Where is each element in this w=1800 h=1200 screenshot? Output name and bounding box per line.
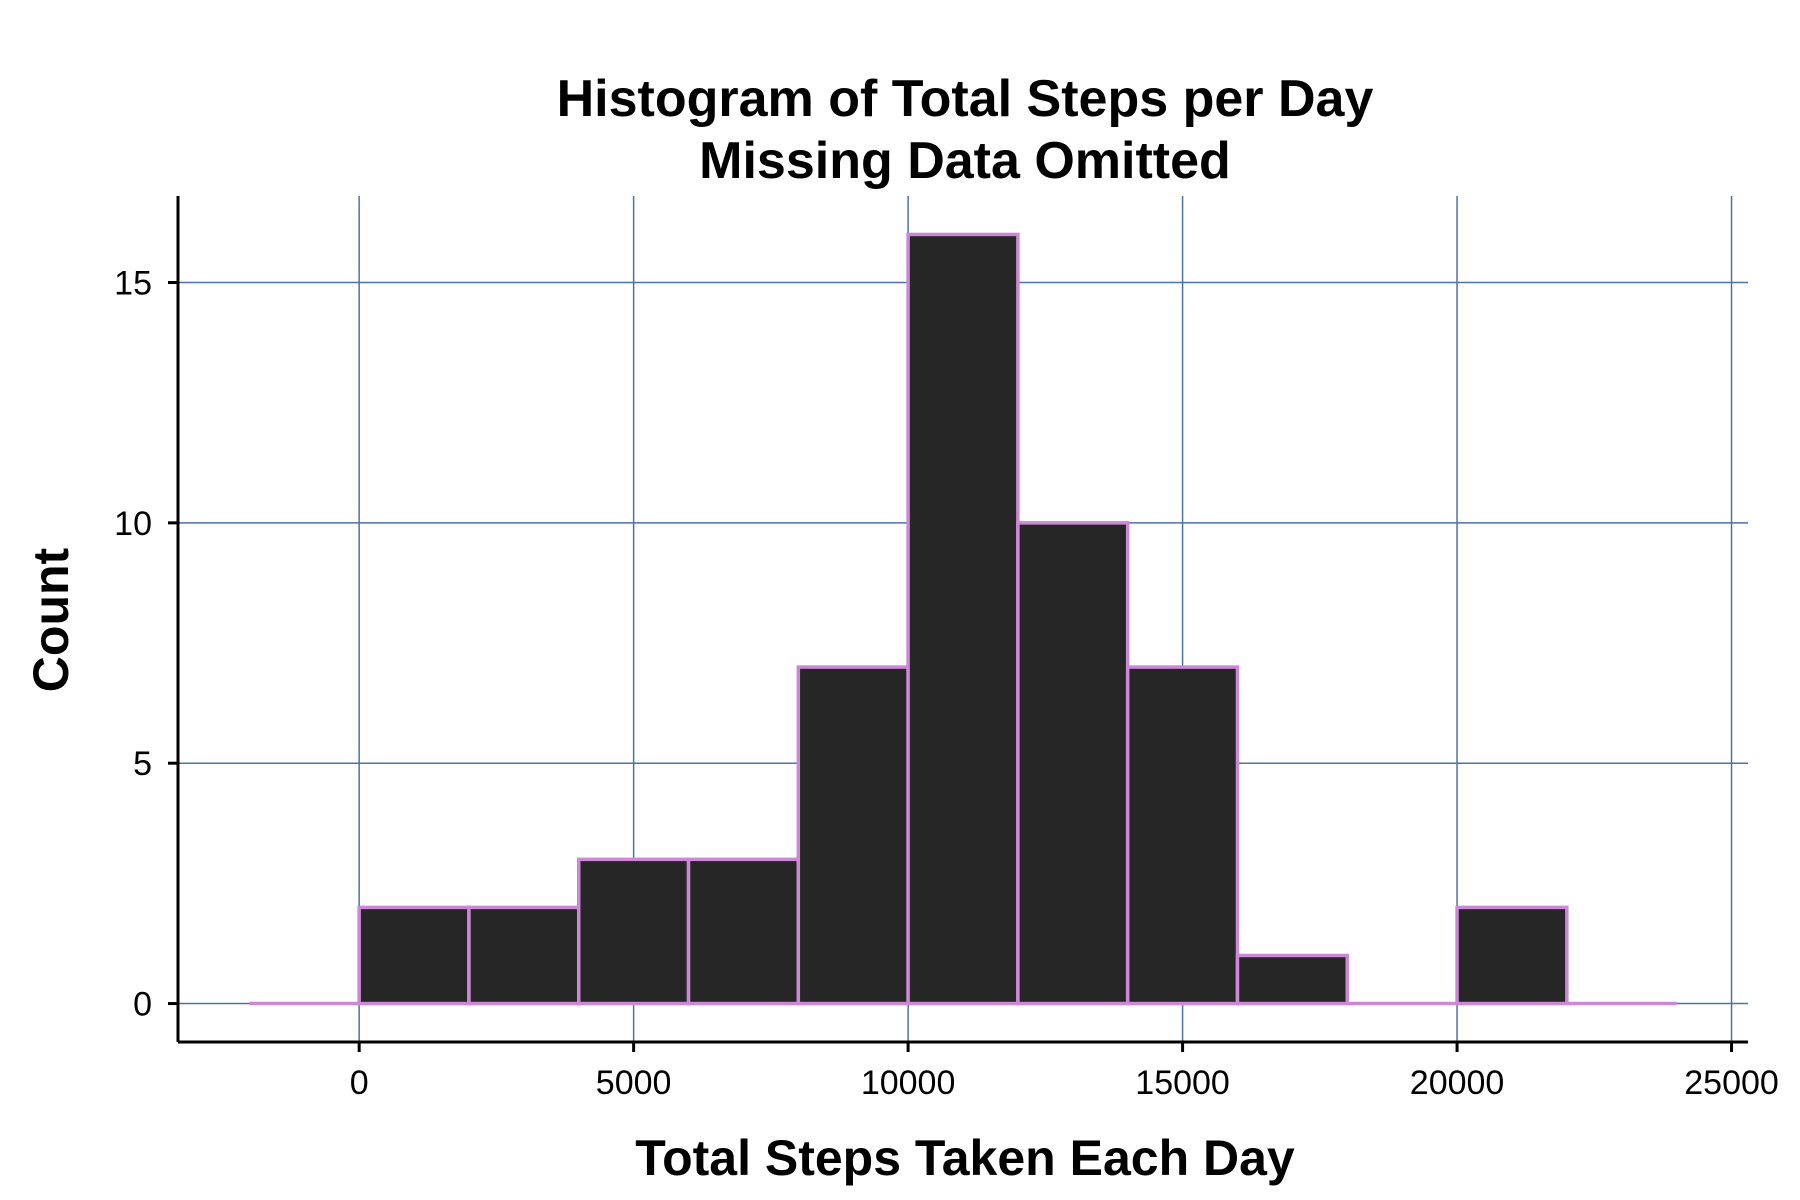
tick-labels: 0 5000 10000 15000 20000 25000 0 5 10 15: [114, 265, 1779, 1102]
histogram-bar: [686, 857, 801, 1006]
histogram-bar: [1125, 665, 1240, 1006]
x-axis-title: Total Steps Taken Each Day: [635, 1130, 1295, 1186]
y-tick-label: 10: [114, 505, 152, 543]
histogram-bar: [1235, 953, 1350, 1006]
histogram-bars: [249, 232, 1677, 1006]
histogram-bar: [906, 232, 1020, 1006]
histogram-bar: [1455, 905, 1569, 1006]
x-tick-label: 20000: [1410, 1064, 1505, 1102]
x-tick-label: 0: [350, 1064, 369, 1102]
histogram-bar: [467, 905, 581, 1006]
chart-subtitle: Missing Data Omitted: [699, 132, 1231, 190]
histogram-bar: [576, 857, 691, 1006]
x-tick-label: 10000: [861, 1064, 956, 1102]
y-tick-label: 15: [114, 265, 152, 303]
histogram-bar: [357, 905, 471, 1006]
chart-title: Histogram of Total Steps per Day: [557, 70, 1374, 128]
y-tick-label: 5: [133, 745, 152, 783]
y-axis-title: Count: [23, 547, 79, 692]
y-tick-label: 0: [133, 986, 152, 1024]
histogram-bar: [1016, 521, 1130, 1006]
x-tick-label: 5000: [596, 1064, 672, 1102]
x-tick-label: 15000: [1135, 1064, 1230, 1102]
x-tick-label: 25000: [1684, 1064, 1779, 1102]
histogram-bar: [796, 665, 910, 1006]
axes: [168, 196, 1748, 1052]
